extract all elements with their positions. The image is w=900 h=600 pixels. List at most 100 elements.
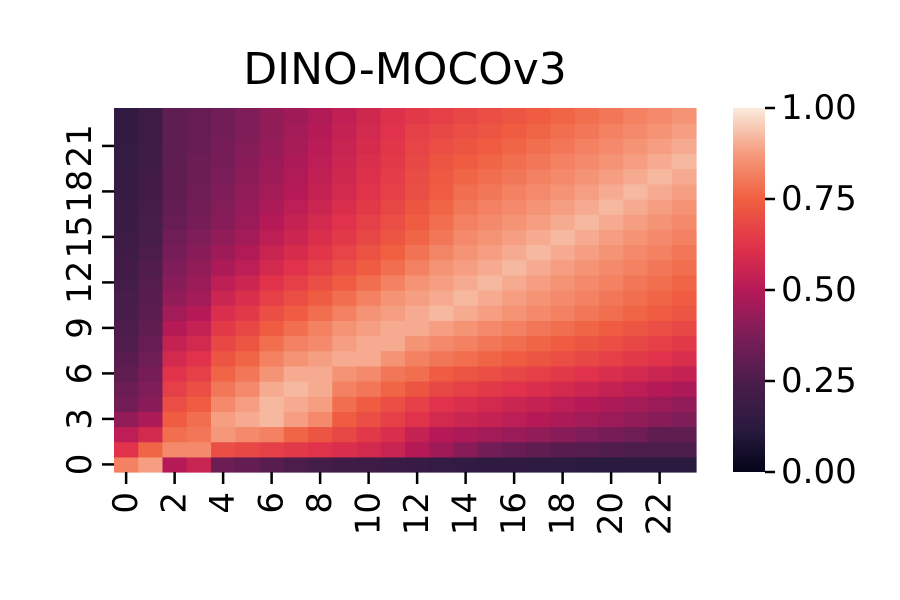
heatmap-cell: [429, 396, 455, 412]
heatmap-cell: [283, 396, 309, 412]
heatmap-cell: [380, 168, 406, 185]
x-axis: 0 2 4 6 8 10 12 14 16 18 20 22: [106, 472, 680, 535]
heatmap-cell: [477, 168, 503, 185]
heatmap-cell: [671, 350, 697, 367]
heatmap-cell: [114, 456, 139, 473]
heatmap-cell: [405, 274, 430, 291]
heatmap-cell: [186, 244, 212, 261]
heatmap-cell: [599, 441, 624, 458]
heatmap-cell: [308, 108, 333, 124]
heatmap-cell: [623, 259, 649, 276]
heatmap-cell: [308, 138, 333, 155]
heatmap-cell: [477, 426, 503, 443]
heatmap-cell: [671, 411, 697, 428]
heatmap-cell: [671, 108, 697, 124]
heatmap-cell: [162, 229, 188, 246]
heatmap-cell: [162, 108, 188, 124]
heatmap-cell: [574, 183, 600, 200]
colorbar-tick-label: 0.00: [781, 452, 857, 492]
heatmap-cell: [671, 183, 697, 200]
heatmap-cell: [574, 456, 600, 473]
heatmap-cell: [162, 183, 188, 200]
heatmap-cell: [671, 199, 697, 215]
heatmap-cell: [211, 244, 236, 261]
heatmap-cell: [502, 456, 527, 473]
heatmap-cell: [477, 411, 503, 428]
heatmap-cell: [671, 426, 697, 443]
heatmap-cell: [380, 259, 406, 276]
heatmap-cell: [623, 381, 649, 397]
heatmap-cell: [186, 365, 212, 382]
heatmap-cell: [405, 396, 430, 412]
heatmap-cell: [526, 229, 552, 246]
heatmap-cell: [235, 214, 261, 230]
heatmap-cell: [138, 244, 164, 261]
heatmap-cell: [308, 229, 333, 246]
heatmap-cell: [186, 274, 212, 291]
heatmap-cell: [599, 411, 624, 428]
heatmap-cell: [647, 168, 673, 185]
heatmap-cell: [308, 441, 333, 458]
heatmap-cell: [574, 214, 600, 230]
heatmap-cell: [526, 305, 552, 321]
heatmap-cell: [138, 396, 164, 412]
heatmap-cell: [526, 441, 552, 458]
heatmap-cell: [308, 199, 333, 215]
x-tick-label: 10: [349, 492, 389, 535]
heatmap-cell: [453, 335, 479, 352]
heatmap-cell: [502, 214, 527, 230]
heatmap-cell: [550, 365, 576, 382]
heatmap-cell: [405, 305, 430, 321]
heatmap-cell: [283, 335, 309, 352]
heatmap-cell: [453, 290, 479, 306]
heatmap-cell: [453, 229, 479, 246]
heatmap-cell: [550, 214, 576, 230]
heatmap-cell: [211, 153, 236, 170]
heatmap-cell: [114, 244, 139, 261]
heatmap-cell: [259, 381, 285, 397]
heatmap-cell: [502, 274, 527, 291]
heatmap-cell: [477, 290, 503, 306]
heatmap-cell: [647, 396, 673, 412]
heatmap-cell: [308, 123, 333, 139]
heatmap-cell: [502, 350, 527, 367]
heatmap-cell: [211, 305, 236, 321]
heatmap-cell: [477, 214, 503, 230]
heatmap-cell: [356, 396, 382, 412]
heatmap-cell: [332, 411, 358, 428]
heatmap-cell: [550, 108, 576, 124]
heatmap-cell: [211, 320, 236, 337]
heatmap-cell: [429, 244, 455, 261]
colorbar-tick-label: 0.50: [781, 270, 857, 310]
heatmap-cell: [259, 168, 285, 185]
heatmap-cell: [477, 320, 503, 337]
heatmap-cell: [283, 153, 309, 170]
heatmap-cell: [574, 411, 600, 428]
heatmap-cell: [235, 426, 261, 443]
heatmap-cell: [550, 229, 576, 246]
heatmap-cell: [332, 290, 358, 306]
heatmap-cell: [599, 123, 624, 139]
heatmap-cell: [502, 290, 527, 306]
heatmap-cell: [138, 183, 164, 200]
heatmap-cell: [599, 244, 624, 261]
heatmap-cell: [211, 274, 236, 291]
heatmap-cell: [332, 350, 358, 367]
colorbar-tick-label: 1.00: [781, 88, 857, 128]
heatmap-cell: [405, 153, 430, 170]
heatmap-cell: [526, 274, 552, 291]
heatmap-cell: [550, 183, 576, 200]
heatmap-cell: [114, 396, 139, 412]
x-tick-label: 16: [494, 492, 534, 535]
heatmap-cell: [138, 441, 164, 458]
heatmap-cell: [429, 365, 455, 382]
heatmap-cell: [453, 274, 479, 291]
heatmap-cell: [138, 123, 164, 139]
heatmap-cell: [429, 335, 455, 352]
heatmap-cell: [138, 108, 164, 124]
heatmap-cell: [574, 320, 600, 337]
heatmap-cell: [211, 411, 236, 428]
x-tick-label: 4: [203, 492, 243, 514]
heatmap-cell: [308, 456, 333, 473]
